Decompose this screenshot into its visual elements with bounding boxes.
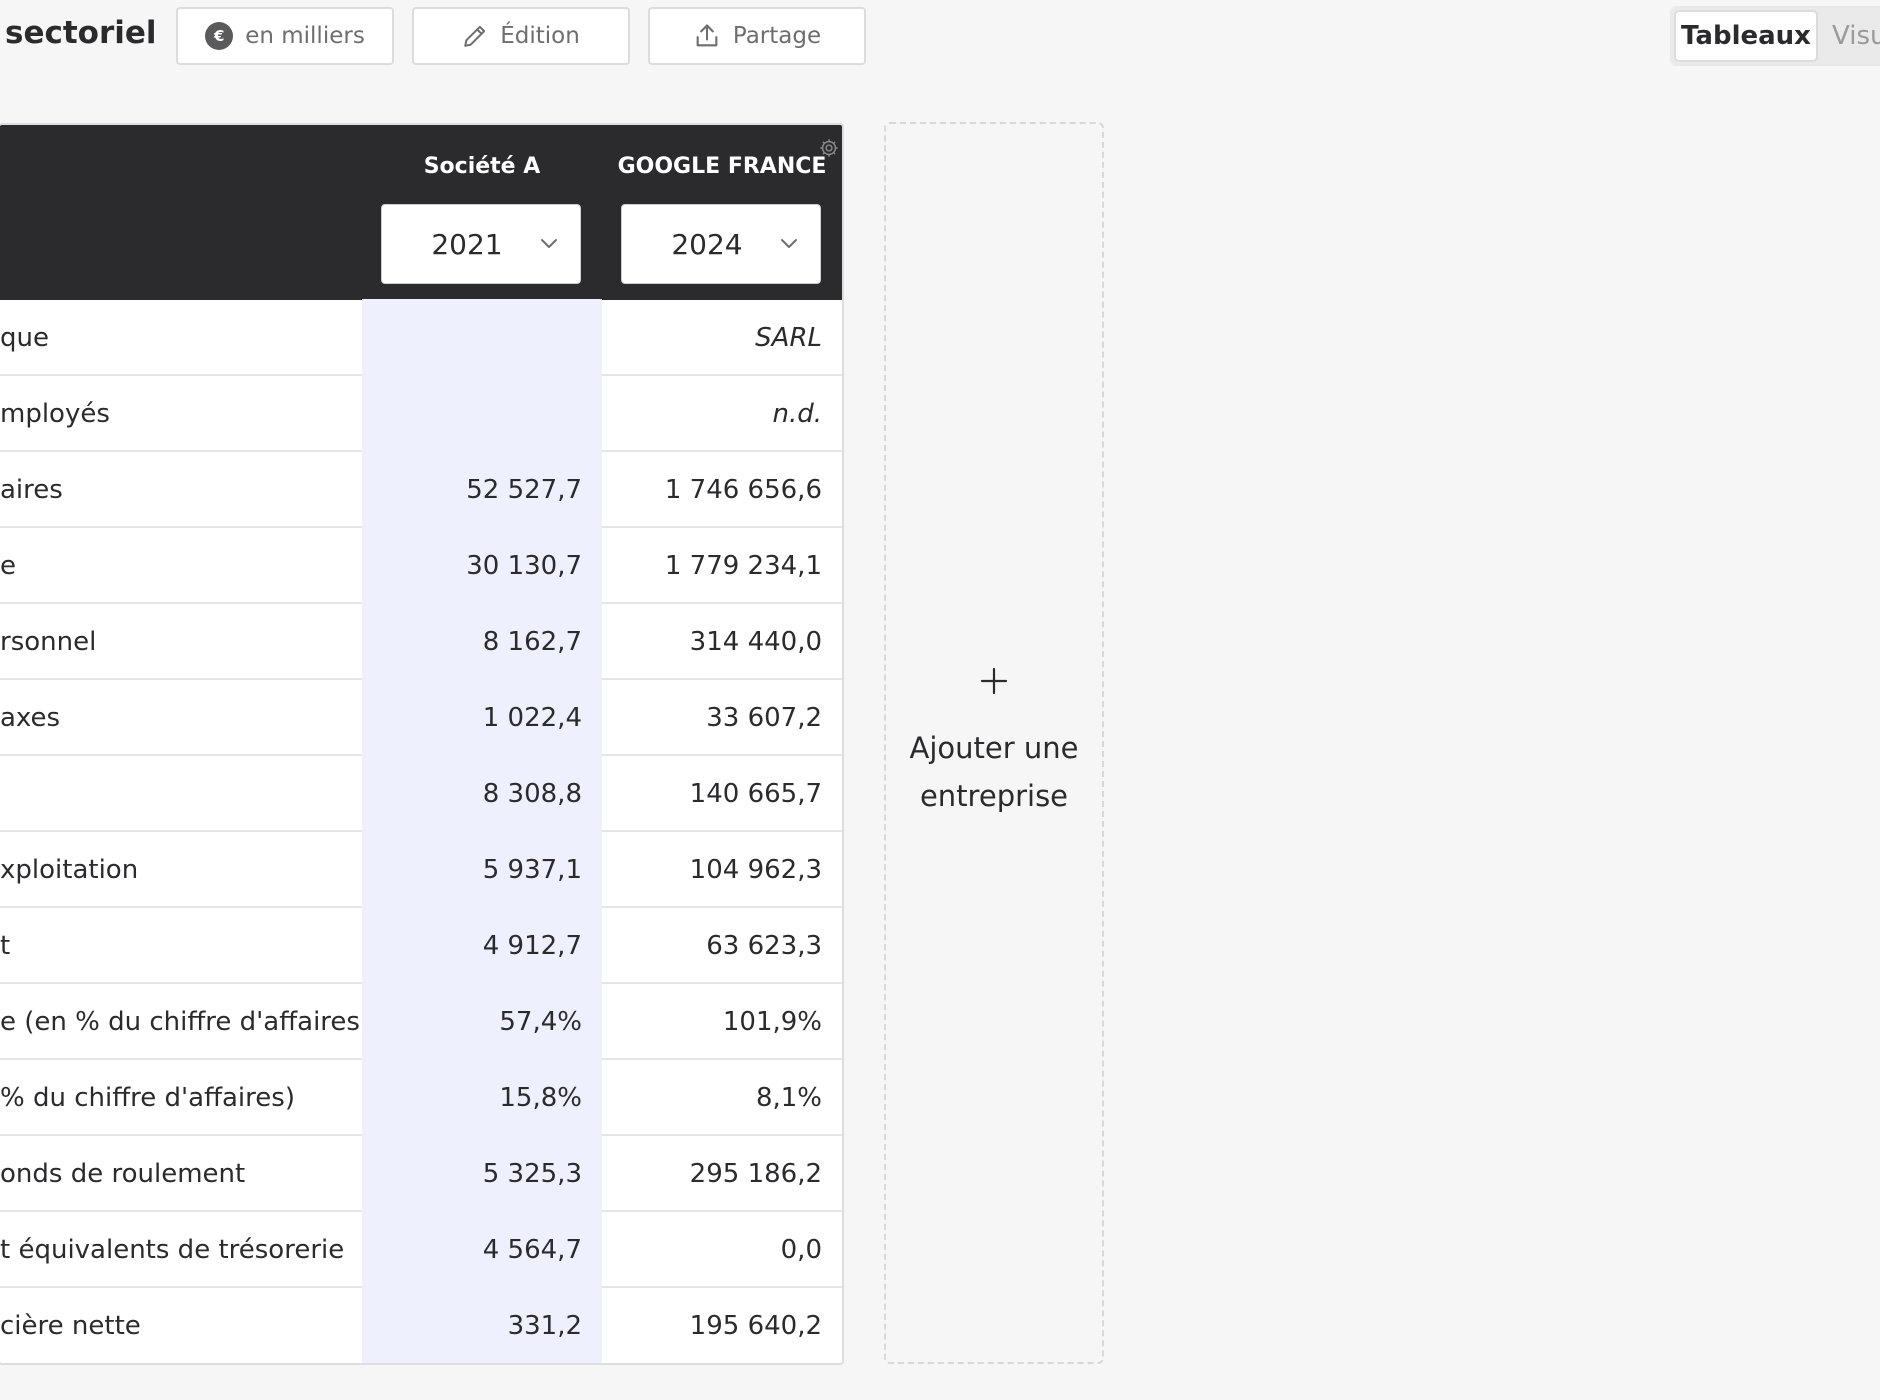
row-label: xploitation (0, 855, 139, 885)
chevron-down-icon (781, 239, 797, 248)
cell-company-a: 15,8% (362, 1059, 602, 1137)
table-header: Société A GOOGLE FRANCE 2021 2024 (0, 125, 842, 300)
cell-company-a: 331,2 (362, 1287, 602, 1363)
cell-company-b: 0,0 (780, 1235, 822, 1265)
units-button-label: en milliers (245, 23, 365, 49)
cell-company-b: 314 440,0 (689, 627, 822, 657)
year-select-value: 2024 (671, 227, 743, 261)
row-label: t (0, 931, 11, 961)
share-button[interactable]: Partage (648, 7, 866, 65)
cell-company-a: 4 912,7 (362, 907, 602, 985)
euro-icon: € (205, 22, 234, 50)
cell-company-a: 8 308,8 (362, 755, 602, 833)
tab-visualisations[interactable]: Visu (1832, 21, 1880, 51)
cell-company-b: 295 186,2 (689, 1159, 822, 1189)
cell-company-b: n.d. (772, 399, 822, 429)
cell-company-a: 5 325,3 (362, 1135, 602, 1213)
row-label: e (0, 551, 16, 581)
row-label: rsonnel (0, 627, 97, 657)
edit-button-label: Édition (500, 23, 580, 49)
cell-company-b: 1 746 656,6 (664, 475, 822, 505)
cell-company-b: SARL (755, 323, 822, 353)
cell-company-b: 8,1% (755, 1083, 822, 1113)
row-label: cière nette (0, 1311, 141, 1341)
cell-company-a: 30 130,7 (362, 527, 602, 605)
cell-company-b: 63 623,3 (706, 931, 822, 961)
column-header-company-a: Société A (423, 153, 541, 179)
cell-company-b: 195 640,2 (689, 1311, 822, 1341)
table-body: que SARL mployés n.d. aires 52 527,7 1 746 656… (0, 299, 842, 1363)
row-label: % du chiffre d'affaires) (0, 1083, 295, 1113)
table-row: cière nette 331,2 195 640,2 (0, 1287, 842, 1363)
row-label: aires (0, 475, 63, 505)
share-button-label: Partage (732, 23, 822, 49)
table-row: 8 308,8 140 665,7 (0, 755, 842, 833)
view-toggle: Tableaux Visu (1670, 6, 1880, 66)
gear-icon[interactable] (818, 137, 840, 159)
year-select-company-a[interactable]: 2021 (381, 204, 581, 284)
column-header-company-b: GOOGLE FRANCE (617, 153, 827, 179)
row-label: onds de roulement (0, 1159, 246, 1189)
table-row: onds de roulement 5 325,3 295 186,2 (0, 1135, 842, 1213)
cell-company-b: 140 665,7 (689, 779, 822, 809)
table-row: e 30 130,7 1 779 234,1 (0, 527, 842, 605)
year-select-value: 2021 (431, 227, 503, 261)
share-icon (693, 22, 721, 50)
year-select-company-b[interactable]: 2024 (621, 204, 821, 284)
cell-company-a (362, 299, 602, 377)
tab-tableaux[interactable]: Tableaux (1674, 10, 1818, 62)
edit-button[interactable]: Édition (412, 7, 630, 65)
table-row: xploitation 5 937,1 104 962,3 (0, 831, 842, 909)
table-row: t équivalents de trésorerie 4 564,7 0,0 (0, 1211, 842, 1289)
cell-company-a: 1 022,4 (362, 679, 602, 757)
table-row: mployés n.d. (0, 375, 842, 453)
cell-company-a (362, 375, 602, 453)
page-title: sectoriel (5, 15, 157, 51)
add-company-label: Ajouter une entreprise (909, 731, 1079, 813)
add-company-button[interactable]: Ajouter une entreprise (884, 122, 1104, 1364)
chevron-down-icon (541, 239, 557, 248)
cell-company-a: 57,4% (362, 983, 602, 1061)
row-label: que (0, 323, 49, 353)
cell-company-b: 104 962,3 (689, 855, 822, 885)
pencil-icon (462, 23, 488, 49)
row-label: mployés (0, 399, 110, 429)
row-label: t équivalents de trésorerie (0, 1235, 345, 1265)
cell-company-b: 33 607,2 (706, 703, 822, 733)
comparison-table: Société A GOOGLE FRANCE 2021 2024 (0, 123, 844, 1365)
units-button[interactable]: € en milliers (176, 7, 394, 65)
table-row: que SARL (0, 299, 842, 377)
cell-company-a: 4 564,7 (362, 1211, 602, 1289)
row-label: axes (0, 703, 61, 733)
table-row: t 4 912,7 63 623,3 (0, 907, 842, 985)
cell-company-b: 101,9% (722, 1007, 822, 1037)
row-label: e (en % du chiffre d'affaires) (0, 1007, 362, 1037)
cell-company-a: 8 162,7 (362, 603, 602, 681)
table-row: rsonnel 8 162,7 314 440,0 (0, 603, 842, 681)
table-row: % du chiffre d'affaires) 15,8% 8,1% (0, 1059, 842, 1137)
plus-icon (980, 667, 1008, 695)
table-row: e (en % du chiffre d'affaires) 57,4% 101,9… (0, 983, 842, 1061)
table-row: aires 52 527,7 1 746 656,6 (0, 451, 842, 529)
table-row: axes 1 022,4 33 607,2 (0, 679, 842, 757)
cell-company-a: 52 527,7 (362, 451, 602, 529)
cell-company-a: 5 937,1 (362, 831, 602, 909)
cell-company-b: 1 779 234,1 (664, 551, 822, 581)
row-label (0, 756, 362, 832)
